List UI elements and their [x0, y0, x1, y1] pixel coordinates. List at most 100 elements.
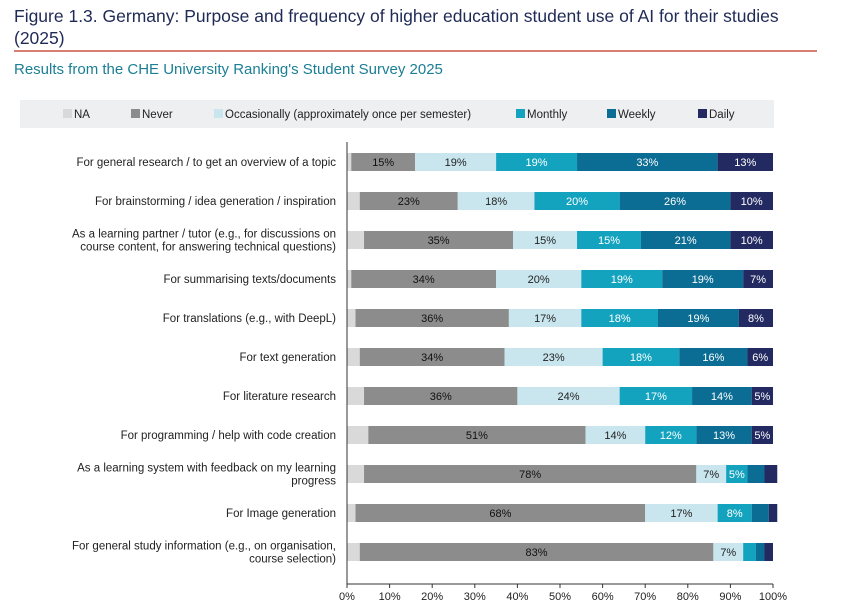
category-label: For translations (e.g., with DeepL) — [163, 313, 336, 325]
x-tick-label: 10% — [379, 591, 401, 603]
bar-segment — [355, 309, 509, 327]
data-label: 19% — [687, 313, 709, 325]
data-label: 20% — [528, 274, 550, 286]
figure-title: Figure 1.3. Germany: Purpose and frequen… — [14, 6, 779, 48]
bar-segment — [347, 309, 356, 327]
bar-segment — [368, 426, 586, 444]
category-labels: For general research / to get an overvie… — [72, 157, 336, 566]
bar-segment — [619, 387, 693, 405]
data-label: 5% — [754, 391, 770, 403]
bar-segment — [581, 309, 658, 327]
data-label: 21% — [675, 235, 697, 247]
bar-segment — [415, 153, 497, 171]
bar-segment — [364, 387, 518, 405]
bar-segment — [717, 153, 773, 171]
bar-segment — [347, 543, 360, 561]
category-label: As a learning partner / tutor (e.g., for… — [72, 229, 336, 254]
data-label: 7% — [720, 547, 736, 559]
data-label: 23% — [398, 196, 420, 208]
data-label: 16% — [702, 352, 724, 364]
data-label: 51% — [466, 430, 488, 442]
bar-segment — [351, 270, 497, 288]
bar-segment — [696, 465, 727, 483]
bar-segment — [347, 192, 360, 210]
data-label: 19% — [692, 274, 714, 286]
bar-segment — [764, 465, 778, 483]
bar-segment — [347, 504, 356, 522]
bar-segment — [747, 348, 773, 366]
bar-segment — [679, 348, 748, 366]
bar-segment — [585, 426, 646, 444]
x-tick-label: 100% — [759, 591, 787, 603]
bar-segment — [747, 465, 765, 483]
bar-segment — [657, 309, 739, 327]
legend-swatch — [214, 109, 223, 118]
x-tick-label: 70% — [634, 591, 656, 603]
bar-segment — [359, 348, 505, 366]
x-tick-label: 30% — [464, 591, 486, 603]
data-label: 78% — [519, 469, 541, 481]
data-label: 10% — [741, 235, 763, 247]
data-label: 26% — [664, 196, 686, 208]
data-label: 34% — [421, 352, 443, 364]
bar-segment — [602, 348, 680, 366]
bars-group: 15% 19% 19% 33% 13% 23% 18% 20% 26% 10% 35% 15% 15% 2… — [347, 153, 778, 561]
bar-segment — [496, 153, 578, 171]
legend-label: Occasionally (approximately once per sem… — [225, 109, 471, 121]
x-tick-label: 40% — [506, 591, 528, 603]
bar-segment — [662, 270, 744, 288]
data-label: 15% — [534, 235, 556, 247]
bar-segment — [751, 504, 769, 522]
bar-segment — [577, 153, 718, 171]
bar-segment — [347, 231, 365, 249]
x-tick-label: 60% — [592, 591, 614, 603]
data-label: 10% — [741, 196, 763, 208]
data-label: 7% — [703, 469, 719, 481]
data-label: 15% — [598, 235, 620, 247]
bar-segment — [645, 426, 697, 444]
data-label: 83% — [526, 547, 548, 559]
bar-segment — [755, 543, 765, 561]
bar-segment — [504, 348, 603, 366]
data-label: 35% — [428, 235, 450, 247]
data-label: 19% — [445, 157, 467, 169]
data-label: 23% — [543, 352, 565, 364]
legend-swatch — [516, 109, 525, 118]
bar-segment — [351, 153, 416, 171]
x-tick-label: 0% — [339, 591, 355, 603]
bar-segment — [457, 192, 535, 210]
data-label: 18% — [485, 196, 507, 208]
data-label: 6% — [752, 352, 768, 364]
category-label: For literature research — [223, 391, 336, 403]
bar-segment — [347, 465, 365, 483]
bar-segment — [743, 270, 773, 288]
data-label: 13% — [734, 157, 756, 169]
bar-segment — [347, 153, 352, 171]
data-label: 18% — [630, 352, 652, 364]
bar-segment — [359, 543, 714, 561]
data-label: 13% — [713, 430, 735, 442]
data-label: 33% — [636, 157, 658, 169]
data-label: 12% — [660, 430, 682, 442]
bar-segment — [751, 387, 773, 405]
data-label: 8% — [727, 508, 743, 520]
data-label: 17% — [534, 313, 556, 325]
bar-segment — [640, 231, 731, 249]
data-label: 14% — [711, 391, 733, 403]
data-label: 36% — [421, 313, 443, 325]
bar-segment — [359, 192, 458, 210]
category-label: As a learning system with feedback on my… — [77, 463, 336, 488]
legend: NA Never Occasionally (approximately once … — [63, 109, 735, 121]
bar-segment — [730, 231, 773, 249]
bar-segment — [713, 543, 744, 561]
category-label: For general research / to get an overvie… — [76, 157, 336, 169]
data-label: 19% — [526, 157, 548, 169]
legend-label: Weekly — [618, 109, 656, 121]
bar-segment — [738, 309, 773, 327]
x-tick-label: 80% — [677, 591, 699, 603]
data-label: 19% — [611, 274, 633, 286]
bar-segment — [751, 426, 773, 444]
bar-segment — [764, 543, 773, 561]
data-label: 24% — [558, 391, 580, 403]
